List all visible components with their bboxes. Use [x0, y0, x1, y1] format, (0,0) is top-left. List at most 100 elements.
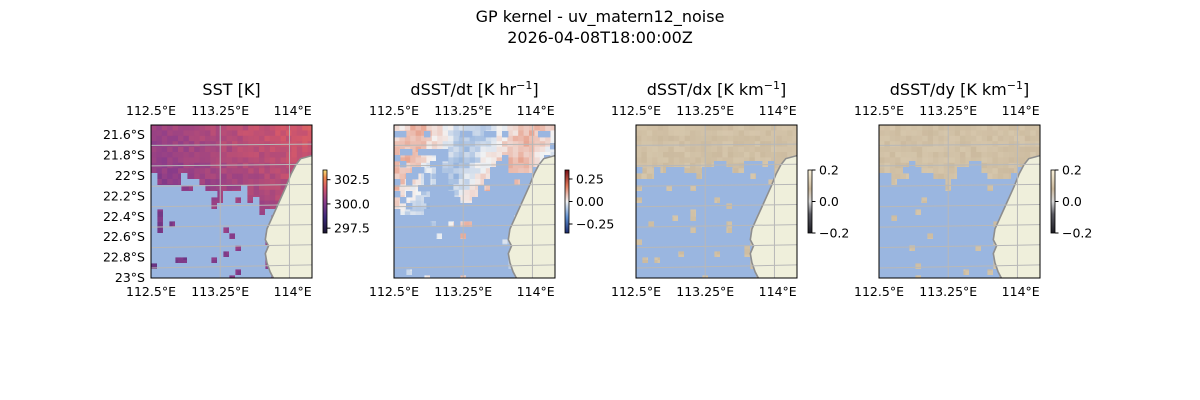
panel-dsst-dx: dSST/dx [K km−1] 112.5°E 113.25°E 114°E 112.…	[611, 79, 849, 299]
coastline	[992, 154, 1040, 278]
lon-tick-label-top: 113.25°E	[191, 103, 249, 118]
colorbar	[807, 169, 813, 234]
lon-tick-label-top: 112.5°E	[126, 103, 176, 118]
gridline-lat	[636, 224, 797, 228]
gridline-lat	[879, 224, 1040, 228]
gridline-lat	[636, 204, 797, 208]
gridline-lat	[879, 163, 1040, 167]
lon-tick-label-top: 114°E	[517, 103, 555, 118]
lon-tick-label-bottom: 112.5°E	[611, 284, 661, 299]
lon-tick-label-bottom: 113.25°E	[676, 284, 734, 299]
title-end: ]	[1023, 80, 1029, 99]
lon-tick-label-top: 113.25°E	[434, 103, 492, 118]
coastline	[749, 154, 797, 278]
land-polygon	[265, 155, 312, 278]
colorbar-tick-label: 297.5	[334, 221, 370, 236]
lon-tick-label-top: 112.5°E	[369, 103, 419, 118]
coastline	[507, 154, 555, 278]
title-superscript: −1	[764, 79, 780, 92]
panel-title: dSST/dy [K km−1]	[890, 79, 1029, 99]
gridline-lat	[394, 143, 555, 146]
lon-tick-label-top: 113.25°E	[676, 103, 734, 118]
land-polygon	[750, 155, 797, 278]
colorbar-tick-label: 0.2	[819, 163, 839, 178]
gridline-lat	[636, 183, 797, 187]
map-area	[636, 125, 797, 278]
panel-title: dSST/dt [K hr−1]	[410, 79, 538, 99]
gridline-lat	[394, 163, 555, 167]
panel-title: dSST/dx [K km−1]	[647, 79, 786, 99]
gridline-lat	[394, 204, 555, 208]
land-polygon	[993, 155, 1040, 278]
lon-tick-label-bottom: 112.5°E	[369, 284, 419, 299]
gridline-lat	[151, 163, 312, 167]
lat-tick-label: 22.8°S	[103, 250, 145, 265]
panel-title: SST [K]	[202, 80, 260, 99]
panel-sst: SST [K] 112.5°E 113.25°E 114°E 112.5°E 113.25…	[103, 80, 370, 299]
map-area	[394, 125, 555, 278]
colorbar	[564, 169, 570, 234]
lon-tick-label-bottom: 114°E	[517, 284, 555, 299]
gridline-lat	[879, 264, 1040, 269]
lat-tick-label: 21.6°S	[103, 127, 145, 142]
gridline-lat	[879, 143, 1040, 146]
lon-tick-label-bottom: 114°E	[759, 284, 797, 299]
panel-dsst-dy: dSST/dy [K km−1] 112.5°E 113.25°E 114°E 112.…	[854, 79, 1092, 299]
gridline-lat	[636, 163, 797, 167]
title-superscript: −1	[1007, 79, 1023, 92]
gridline-lat	[879, 183, 1040, 187]
gridline-lat	[636, 264, 797, 269]
lat-tick-label: 22.4°S	[103, 209, 145, 224]
gridline-lat	[151, 204, 312, 208]
lon-tick-label-bottom: 113.25°E	[434, 284, 492, 299]
lon-tick-label-top: 114°E	[274, 103, 312, 118]
lon-tick-label-bottom: 113.25°E	[919, 284, 977, 299]
figure-title-line2: 2026-04-08T18:00:00Z	[507, 28, 693, 47]
gridline-lat	[151, 224, 312, 228]
gridline-lat	[394, 224, 555, 228]
gridline-lat	[879, 204, 1040, 208]
map-area	[879, 125, 1040, 278]
gridline-lat	[151, 244, 312, 249]
axes-frame	[150, 124, 313, 279]
lon-tick-label-bottom: 114°E	[274, 284, 312, 299]
gridline-lat	[394, 244, 555, 249]
gridline-lat	[151, 183, 312, 187]
gridline-lat	[151, 264, 312, 269]
map-area	[151, 125, 312, 278]
colorbar-tick-label: −0.2	[1062, 226, 1092, 241]
colorbar	[322, 169, 328, 234]
colorbar-tick-label: 300.0	[334, 196, 370, 211]
title-end: ]	[780, 80, 786, 99]
colorbar	[1050, 169, 1056, 234]
gridline-lat	[151, 143, 312, 146]
colorbar-tick-label: −0.25	[576, 217, 614, 232]
axes-frame	[878, 124, 1041, 279]
title-superscript: −1	[516, 79, 532, 92]
colorbar-tick-label: 0.0	[819, 194, 839, 209]
colorbar-tick-label: 0.2	[1062, 163, 1082, 178]
figure-title-line1: GP kernel - uv_matern12_noise	[476, 7, 725, 27]
colorbar-tick-label: 0.0	[1062, 194, 1082, 209]
title-end: ]	[532, 80, 538, 99]
lon-tick-label-top: 114°E	[759, 103, 797, 118]
colorbar-tick-label: 0.00	[576, 194, 604, 209]
gridline-lat	[636, 244, 797, 249]
lat-tick-label: 22°S	[115, 168, 145, 183]
gridline-lat	[394, 264, 555, 269]
axes-frame	[635, 124, 798, 279]
colorbar-tick-label: −0.2	[819, 226, 849, 241]
lon-tick-label-top: 112.5°E	[611, 103, 661, 118]
gridline-lat	[879, 244, 1040, 249]
axes-frame	[393, 124, 556, 279]
lat-tick-label: 22.6°S	[103, 229, 145, 244]
lon-tick-label-top: 113.25°E	[919, 103, 977, 118]
lat-tick-label: 22.2°S	[103, 188, 145, 203]
lon-tick-label-bottom: 114°E	[1002, 284, 1040, 299]
lon-tick-label-bottom: 113.25°E	[191, 284, 249, 299]
panel-dsst-dt: dSST/dt [K hr−1] 112.5°E 113.25°E 114°E 112.…	[369, 79, 614, 299]
lon-tick-label-top: 114°E	[1002, 103, 1040, 118]
lat-tick-label: 21.8°S	[103, 148, 145, 163]
gridline-lat	[394, 183, 555, 187]
